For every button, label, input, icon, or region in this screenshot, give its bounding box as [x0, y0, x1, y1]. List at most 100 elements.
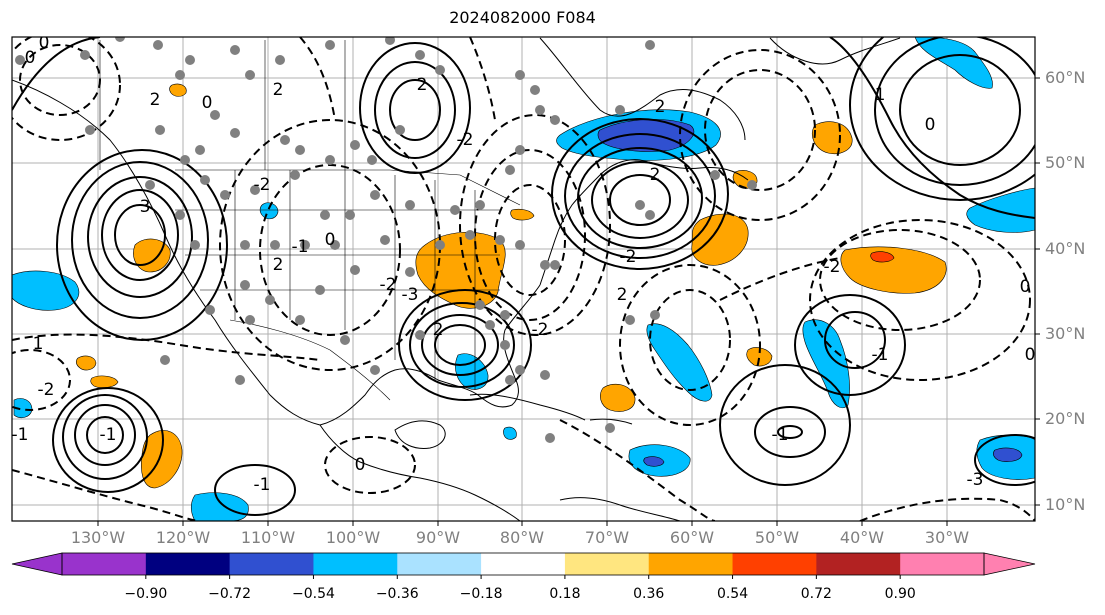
observation-dot [153, 40, 163, 50]
contour-value-label: -1 [292, 237, 309, 257]
contour-value-label: 2 [273, 255, 284, 275]
colorbar-segment [816, 553, 901, 575]
coast-central-america [319, 424, 521, 521]
observation-dot [190, 240, 200, 250]
observation-dot [500, 310, 510, 320]
lon-label: 90°W [415, 528, 461, 547]
gray-observation-dots [15, 37, 757, 443]
high-west-coast-2 [101, 189, 179, 281]
observation-dot [350, 140, 360, 150]
observation-dot [230, 45, 240, 55]
low-east-coast-3 [459, 114, 611, 336]
observation-dot [290, 170, 300, 180]
observation-dot [155, 125, 165, 135]
lon-label: 30°W [924, 528, 970, 547]
observation-dot [160, 355, 170, 365]
lon-label: 120°W [155, 528, 211, 547]
map-frame [11, 36, 1036, 522]
observation-dot [515, 365, 525, 375]
colorbar-tick-label: 0.54 [716, 586, 749, 602]
coast-greenland [769, 37, 901, 65]
orange-patch-atlantic-north [811, 121, 853, 155]
lon-label: 70°W [584, 528, 630, 547]
observation-dot [15, 55, 25, 65]
contour-value-label: -2 [620, 247, 637, 267]
contour-value-label: 0 [325, 230, 336, 250]
red-core-atlantic [870, 251, 895, 263]
lon-label: 40°W [839, 528, 885, 547]
observation-dot [370, 365, 380, 375]
contour-value-label: -1 [872, 345, 889, 365]
low-central-atlantic-2 [679, 49, 841, 221]
coast-yucatan [394, 420, 446, 449]
observation-dot [295, 315, 305, 325]
high-west-coast-1 [114, 204, 166, 266]
observation-dot [540, 370, 550, 380]
observation-dot [230, 128, 240, 138]
coast-west-north-america [12, 79, 321, 426]
contour-value-label: 1 [33, 334, 44, 354]
orange-patch-central-us [415, 231, 506, 309]
low-w-atlantic-1 [649, 289, 731, 391]
contour-value-label: -2 [457, 130, 474, 150]
observation-dot [175, 70, 185, 80]
lon-label: 130°W [70, 528, 126, 547]
low-central-atlantic-1 [704, 69, 816, 191]
political-borders [99, 40, 521, 401]
high-maritimes-5 [551, 118, 729, 270]
observation-dot [270, 240, 280, 250]
colorbar-tick-label: −0.72 [208, 586, 252, 602]
orange-patch-small4 [510, 208, 535, 221]
contour-labels: 002 202-202-2-1-323-2210-22-1-300-10-11-2… [12, 33, 1036, 495]
contour-value-label: 0 [1020, 277, 1031, 297]
dark-blue-caribbean [643, 456, 665, 467]
contour-value-label: 2 [273, 80, 284, 100]
lon-label: 100°W [325, 528, 381, 547]
colorbar-segment [145, 553, 231, 575]
observation-dot [625, 315, 635, 325]
observation-dot [535, 105, 545, 115]
contour-value-label: 1 [875, 85, 886, 105]
observation-dot [315, 285, 325, 295]
low-east-atlantic-1 [819, 229, 981, 331]
colorbar-segment [648, 553, 734, 575]
colorbar-segment [732, 553, 817, 575]
contour-value-label: -1 [12, 425, 29, 445]
high-west-coast-3 [87, 176, 193, 298]
contour-value-label: -1 [772, 425, 789, 445]
observation-dot [115, 37, 125, 42]
high-west-coast-4 [71, 161, 209, 319]
contour-value-label: 0 [355, 455, 366, 475]
colorbar-segment [229, 553, 314, 575]
orange-patch-atlantic-east [840, 246, 947, 294]
observation-dot [465, 230, 475, 240]
high-pacific-4 [52, 387, 164, 493]
observation-dot [145, 180, 155, 190]
observation-dot [367, 155, 377, 165]
high-maritimes-2 [591, 161, 689, 239]
contour-value-label: 0 [1025, 345, 1036, 365]
observation-dot [395, 125, 405, 135]
blue-patch-west-atlantic [646, 323, 713, 402]
figure-title: 2024082000 F084 [449, 8, 596, 27]
high-ne-atlantic-1 [899, 54, 1021, 166]
lon-label: 60°W [669, 528, 715, 547]
high-gulf-4 [398, 289, 532, 401]
low-pacific-nw-2 [12, 37, 121, 141]
high-far-east-se [974, 434, 1035, 486]
contour-value-label: 0 [39, 33, 50, 53]
high-hudson-1 [389, 79, 441, 141]
colorbar-tick-label: −0.54 [292, 586, 335, 602]
orange-patch-small3 [90, 375, 119, 388]
observation-dot [405, 267, 415, 277]
axis-ticks [97, 77, 1040, 526]
high-hudson-3 [359, 42, 471, 174]
observation-dot [515, 145, 525, 155]
observation-dot [530, 85, 540, 95]
observation-dot [645, 210, 655, 220]
lon-label: 80°W [499, 528, 545, 547]
contour-value-label: 2 [655, 97, 666, 117]
colorbar-segment [900, 553, 985, 575]
blue-patch-small1 [259, 202, 279, 220]
observation-dot [500, 340, 510, 350]
